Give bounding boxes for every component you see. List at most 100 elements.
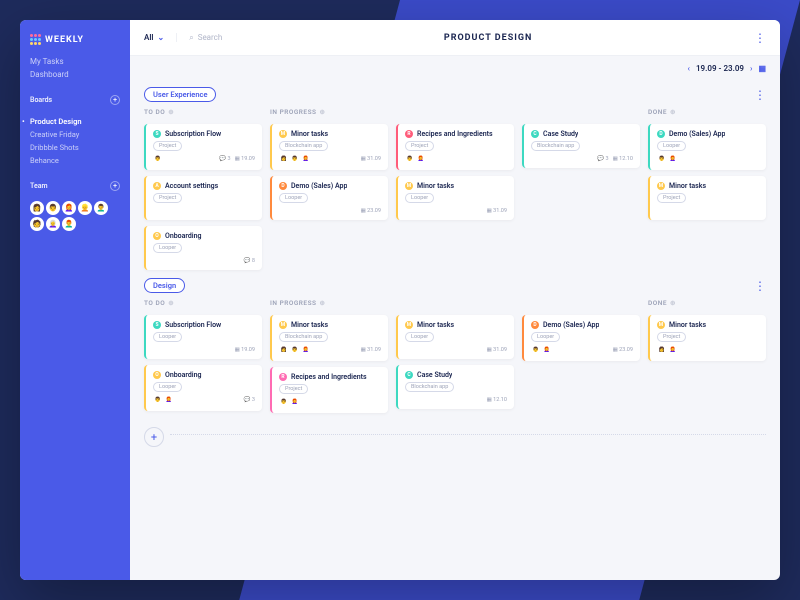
task-card[interactable]: DDemo (Sales) AppLooper👨👩‍🦰 [648, 124, 766, 170]
card-date: ▦ 31.09 [361, 347, 381, 353]
column-header: IN PROGRESS ⊕ [270, 299, 388, 307]
column-header: TO DO ⊕ [144, 299, 262, 307]
card-color-dot: C [531, 130, 539, 138]
task-card[interactable]: MMinor tasksBlockchain app👩👨👩‍🦰▦ 31.09 [270, 124, 388, 170]
task-card[interactable]: CCase StudyBlockchain app▦ 12.10 [396, 365, 514, 409]
column-header [396, 299, 514, 307]
assignee-avatar: 👩‍🦰 [164, 395, 174, 405]
board-item[interactable]: Dribbble Shots [30, 141, 120, 154]
assignee-avatar: 👨 [657, 154, 667, 164]
card-color-dot: M [279, 130, 287, 138]
app-window: WEEKLY My TasksDashboard Boards + Produc… [20, 20, 780, 580]
task-card[interactable]: MMinor tasksProject [648, 176, 766, 220]
column-header [396, 108, 514, 116]
board-item[interactable]: Creative Friday [30, 128, 120, 141]
assignee-avatar: 👩‍🦰 [301, 345, 311, 355]
card-color-dot: O [153, 371, 161, 379]
task-card[interactable]: CCase StudyBlockchain app💬 3▦ 12.10 [522, 124, 640, 168]
column-header: DONE ⊕ [648, 299, 766, 307]
team-section: Team + [30, 181, 120, 191]
task-card[interactable]: RRecipes and IngredientsProject👨👩‍🦰 [270, 367, 388, 413]
app-name: WEEKLY [45, 35, 84, 45]
column-header: DONE ⊕ [648, 108, 766, 116]
card-tag: Blockchain app [279, 332, 328, 342]
task-card[interactable]: MMinor tasksProject👩👩‍🦰 [648, 315, 766, 361]
card-color-dot: D [657, 130, 665, 138]
card-title: Recipes and Ingredients [417, 130, 493, 138]
card-date: ▦ 31.09 [361, 156, 381, 162]
comment-count: 💬 3 [219, 156, 230, 162]
card-color-dot: M [405, 321, 413, 329]
team-avatar[interactable]: 👩‍🦳 [46, 217, 60, 231]
task-card[interactable]: MMinor tasksBlockchain app👩👨👩‍🦰▦ 31.09 [270, 315, 388, 361]
prev-week-icon[interactable]: ‹ [688, 64, 690, 73]
assignee-avatar: 👩 [279, 345, 289, 355]
board-item[interactable]: Behance [30, 154, 120, 167]
swimlane-tag[interactable]: Design [144, 278, 185, 293]
card-tag: Looper [153, 243, 182, 253]
team-avatar[interactable]: 👩 [30, 201, 44, 215]
card-color-dot: O [153, 232, 161, 240]
assignee-avatar: 👩‍🦰 [542, 345, 552, 355]
swimlane-menu-icon[interactable]: ⋮ [754, 279, 766, 293]
team-avatar[interactable]: 🧑 [30, 217, 44, 231]
card-color-dot: S [153, 130, 161, 138]
column-header: TO DO ⊕ [144, 108, 262, 116]
swimlane-menu-icon[interactable]: ⋮ [754, 88, 766, 102]
card-title: Subscription Flow [165, 321, 221, 329]
card-tag: Looper [531, 332, 560, 342]
logo[interactable]: WEEKLY [30, 34, 120, 45]
card-date: ▦ 19.09 [235, 156, 255, 162]
team-avatar[interactable]: 👨‍🦱 [94, 201, 108, 215]
card-title: Minor tasks [291, 321, 328, 329]
card-title: Subscription Flow [165, 130, 221, 138]
task-card[interactable]: MMinor tasksLooper▦ 31.09 [396, 315, 514, 359]
column-header [522, 299, 640, 307]
calendar-icon[interactable]: ▦ [758, 64, 766, 73]
card-title: Case Study [543, 130, 578, 138]
card-color-dot: C [405, 371, 413, 379]
task-card[interactable]: OOnboardingLooper👨👩‍🦰💬 3 [144, 365, 262, 411]
menu-icon[interactable]: ⋮ [754, 31, 766, 45]
board-content: User Experience ⋮ TO DO ⊕ IN PROGRESS ⊕ DONE… [130, 81, 780, 580]
assignee-avatar: 👩‍🦰 [301, 154, 311, 164]
nav-item[interactable]: Dashboard [30, 68, 120, 81]
task-card[interactable]: AAccount settingsProject [144, 176, 262, 220]
card-title: Onboarding [165, 371, 202, 379]
card-color-dot: A [153, 182, 161, 190]
task-card[interactable]: DDemo (Sales) AppLooper👨👩‍🦰▦ 23.09 [522, 315, 640, 361]
search-input[interactable]: ⌕ Search [189, 33, 222, 43]
swimlane-tag[interactable]: User Experience [144, 87, 216, 102]
card-date: ▦ 31.09 [487, 347, 507, 353]
filter-dropdown[interactable]: All ⌄ [144, 33, 177, 42]
comment-count: 💬 3 [597, 156, 608, 162]
task-card[interactable]: DDemo (Sales) AppLooper▦ 23.09 [270, 176, 388, 220]
task-card[interactable]: SSubscription FlowLooper▦ 19.09 [144, 315, 262, 359]
assignee-avatar: 👩 [279, 154, 289, 164]
card-title: Minor tasks [669, 182, 706, 190]
team-avatars: 👩👨👩‍🦰👱👨‍🦱 🧑👩‍🦳👨‍🦰 [30, 201, 120, 231]
card-color-dot: D [531, 321, 539, 329]
add-board-icon[interactable]: + [110, 95, 120, 105]
card-date: ▦ 23.09 [361, 208, 381, 214]
card-tag: Looper [153, 332, 182, 342]
task-card[interactable]: OOnboardingLooper💬 8 [144, 226, 262, 270]
board-item[interactable]: Product Design [30, 115, 120, 128]
card-date: ▦ 19.09 [235, 347, 255, 353]
main: All ⌄ ⌕ Search PRODUCT DESIGN ⋮ ‹ 19.09 … [130, 20, 780, 580]
task-card[interactable]: RRecipes and IngredientsProject👨👩‍🦰 [396, 124, 514, 170]
assignee-avatar: 👩‍🦰 [668, 154, 678, 164]
next-week-icon[interactable]: › [750, 64, 752, 73]
task-card[interactable]: SSubscription FlowProject👨💬 3▦ 19.09 [144, 124, 262, 170]
assignee-avatar: 👨 [531, 345, 541, 355]
comment-count: 💬 8 [244, 258, 255, 264]
team-avatar[interactable]: 👱 [78, 201, 92, 215]
task-card[interactable]: MMinor tasksLooper▦ 31.09 [396, 176, 514, 220]
team-avatar[interactable]: 👨 [46, 201, 60, 215]
nav-item[interactable]: My Tasks [30, 55, 120, 68]
add-team-icon[interactable]: + [110, 181, 120, 191]
card-tag: Blockchain app [279, 141, 328, 151]
team-avatar[interactable]: 👩‍🦰 [62, 201, 76, 215]
team-avatar[interactable]: 👨‍🦰 [62, 217, 76, 231]
add-swimlane-button[interactable]: + [144, 427, 164, 447]
